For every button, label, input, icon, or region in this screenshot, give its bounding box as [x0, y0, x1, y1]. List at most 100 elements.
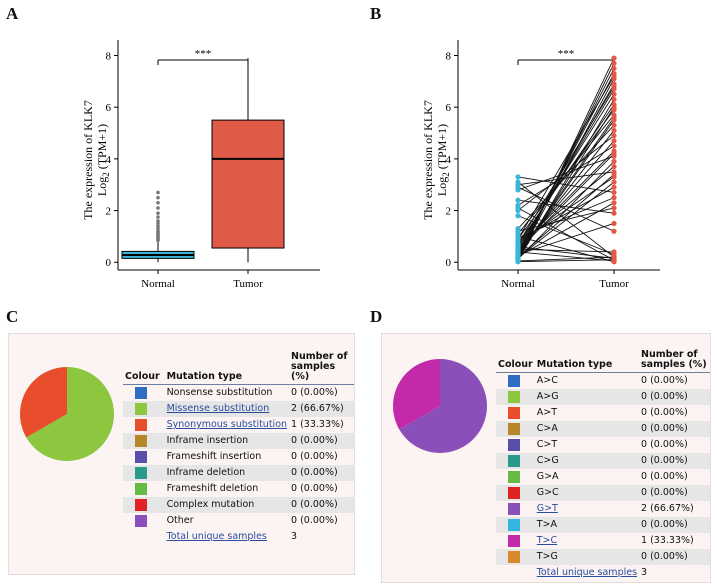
table-row: T>A 0 (0.00%)	[496, 517, 710, 533]
y-label-tail-a: (TPM+1)	[95, 124, 109, 172]
total-empty-cell	[496, 565, 535, 581]
tumor-point	[611, 83, 617, 90]
normal-point	[515, 228, 521, 234]
table-row: G>A 0 (0.00%)	[496, 469, 710, 485]
colour-swatch	[135, 514, 147, 527]
pair-line	[517, 197, 615, 239]
tumor-point	[611, 220, 617, 227]
sample-count-cell: 2 (66.67%)	[289, 401, 354, 417]
mutation-type-cell[interactable]: Missense substitution	[164, 401, 290, 417]
colour-cell	[123, 513, 165, 529]
samples-header: Number of samples (%)	[289, 352, 354, 385]
tumor-point	[611, 127, 617, 134]
y-label-sub-b: 2	[441, 172, 451, 177]
mutation-table-c: Colour Mutation type Number of samples (…	[123, 352, 354, 545]
normal-point	[515, 248, 521, 254]
tumor-point	[611, 65, 617, 72]
outlier-point	[156, 195, 160, 200]
total-empty-cell	[123, 529, 165, 545]
sample-count-cell: 0 (0.00%)	[641, 471, 688, 482]
tumor-point	[611, 200, 617, 206]
pair-line	[517, 248, 615, 253]
colour-cell	[123, 385, 165, 402]
y-axis-label-a: The expression of KLK7 Log2 (TPM+1)	[81, 100, 111, 220]
tumor-point	[611, 195, 617, 201]
pie-slice	[19, 367, 67, 438]
y-label-line1-a: The expression of KLK7	[81, 100, 95, 220]
y-label-log-b: Log	[435, 177, 449, 196]
normal-point	[515, 213, 521, 219]
pair-line	[517, 86, 615, 245]
table-row: C>G 0 (0.00%)	[496, 453, 710, 469]
colour-swatch	[135, 466, 147, 479]
significance-label: ***	[558, 48, 575, 60]
tumor-point	[611, 91, 617, 97]
tumor-point	[611, 228, 617, 234]
table-row: Complex mutation 0 (0.00%)	[123, 497, 354, 513]
mutation-type-cell[interactable]: T>C	[536, 535, 558, 546]
significance-label: ***	[195, 48, 212, 60]
panel-letter-a: A	[6, 4, 19, 23]
normal-point	[515, 241, 521, 247]
total-unique-samples-value: 3	[291, 531, 298, 542]
y-label-line1-b: The expression of KLK7	[421, 100, 435, 220]
total-unique-samples-link[interactable]: Total unique samples	[166, 531, 267, 542]
normal-point	[515, 254, 521, 260]
y-label-sub-a: 2	[101, 172, 111, 177]
panel-letter-c: C	[6, 307, 19, 326]
tumor-point	[611, 122, 617, 128]
mutation-type-cell: C>T	[536, 439, 558, 450]
colour-cell	[123, 481, 165, 497]
pie-slice	[399, 359, 487, 453]
normal-point	[515, 179, 521, 185]
mutation-type-cell[interactable]: G>T	[536, 503, 558, 514]
colour-swatch	[508, 534, 520, 547]
colour-swatch	[508, 406, 520, 419]
mutation-type-cell[interactable]: Synonymous substitution	[166, 419, 288, 430]
table-row: Frameshift insertion 0 (0.00%)	[123, 449, 354, 465]
sample-count-cell: 1 (33.33%)	[291, 419, 344, 430]
pie-chart-c	[19, 367, 114, 461]
sample-count-cell: 0 (0.00%)	[289, 433, 354, 449]
colour-header: Colour	[123, 352, 165, 385]
tumor-point	[611, 104, 617, 110]
sample-count-cell: 1 (33.33%)	[641, 535, 694, 546]
colour-swatch	[508, 502, 520, 515]
total-unique-samples-link[interactable]: Total unique samples	[536, 567, 638, 578]
pair-line	[517, 215, 615, 255]
colour-cell	[496, 453, 535, 469]
colour-swatch	[135, 418, 147, 431]
pair-line	[517, 155, 615, 191]
colour-cell	[496, 501, 535, 517]
y-tick-label: 6	[106, 102, 112, 114]
table-row: Missense substitution 2 (66.67%)	[123, 401, 354, 417]
colour-cell	[123, 465, 165, 481]
mutation-type-cell: G>C	[534, 485, 640, 501]
outlier-point	[156, 211, 160, 215]
tumor-point	[611, 158, 617, 165]
mutation-type-cell: A>T	[536, 407, 557, 418]
sample-count-cell: 0 (0.00%)	[639, 549, 710, 565]
sample-count-cell: 0 (0.00%)	[291, 515, 338, 526]
pair-line	[517, 124, 615, 229]
y-axis-label-b: The expression of KLK7 Log2 (TPM+1)	[421, 100, 451, 220]
colour-swatch	[135, 498, 147, 511]
x-tick-label: Tumor	[233, 278, 263, 290]
total-row: Total unique samples 3	[496, 565, 710, 581]
table-row: T>G 0 (0.00%)	[496, 549, 710, 565]
mutation-type-cell: Inframe deletion	[164, 465, 290, 481]
pair-line	[517, 145, 615, 206]
y-tick-label: 4	[106, 154, 112, 166]
colour-cell	[496, 437, 535, 453]
mutation-type-cell: C>G	[534, 453, 640, 469]
svg-text:Log2 (TPM+1): Log2 (TPM+1)	[95, 124, 111, 196]
pair-line	[517, 68, 615, 258]
colour-swatch	[508, 454, 520, 467]
table-row: Synonymous substitution 1 (33.33%)	[123, 417, 354, 433]
total-row: Total unique samples 3	[123, 529, 354, 545]
colour-swatch	[135, 450, 147, 463]
mutation-type-cell: Frameshift deletion	[166, 483, 259, 494]
table-row: Inframe insertion 0 (0.00%)	[123, 433, 354, 449]
tumor-point	[611, 179, 617, 185]
pair-line	[517, 174, 615, 258]
